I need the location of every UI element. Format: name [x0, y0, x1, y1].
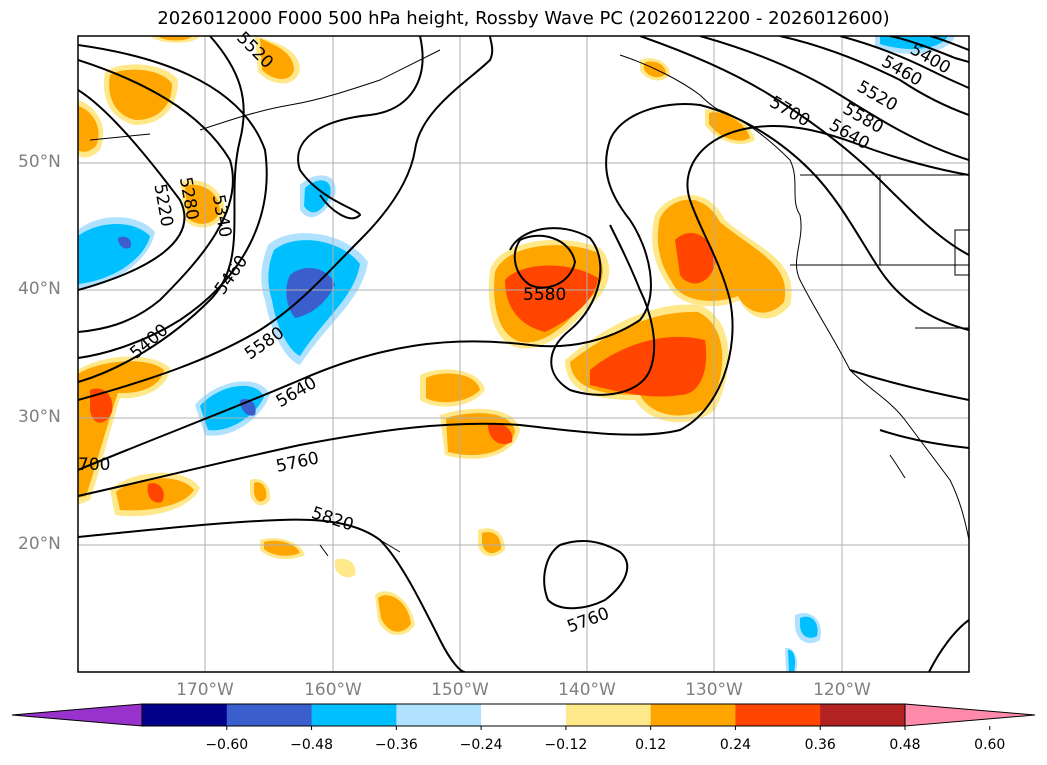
colorbar-tick-label: −0.60	[205, 737, 249, 753]
positive-anomaly-region	[78, 36, 792, 636]
colorbar-tick-label: 0.12	[635, 737, 667, 753]
lon-label-160w: 160°W	[304, 680, 362, 700]
colorbar-segment	[142, 704, 228, 726]
contour-label: 700	[78, 455, 110, 475]
lon-label-150w: 150°W	[431, 680, 489, 700]
map-frame	[77, 35, 970, 673]
lat-label-40n: 40°N	[18, 279, 61, 299]
colorbar-tick-label: 0.24	[719, 737, 752, 753]
colorbar-segment	[565, 704, 652, 726]
colorbar-segment	[820, 704, 906, 726]
colorbar-segment	[735, 704, 821, 726]
colorbar-tick-label: −0.36	[374, 737, 418, 753]
map-plot: 5520 5280 5220 5340 5460 5400 5580 5640 …	[77, 28, 970, 673]
colorbar-segment	[481, 704, 567, 726]
shaded-anomalies	[78, 36, 969, 672]
lat-label-50n: 50°N	[18, 152, 61, 172]
colorbar-extend-low	[11, 703, 143, 727]
colorbar-segments	[11, 703, 1036, 730]
map-gridlines	[78, 36, 969, 672]
colorbar-segment	[226, 704, 313, 726]
colorbar-segment	[311, 704, 397, 726]
lon-label-130w: 130°W	[685, 680, 743, 700]
colorbar-tick-label: −0.24	[459, 737, 503, 753]
colorbar-frame	[141, 703, 906, 727]
colorbar-extend-high	[904, 703, 1036, 727]
colorbar-tick-label: 0.48	[889, 737, 921, 753]
colorbar-tick-label: 0.60	[974, 737, 1006, 753]
contour-label: 5580	[523, 285, 566, 305]
map-background	[78, 36, 969, 672]
colorbar-tick-label: −0.12	[544, 737, 588, 753]
colorbar-segment	[396, 704, 482, 726]
colorbar-segment	[650, 704, 736, 726]
height-contours	[78, 36, 969, 672]
lon-label-120w: 120°W	[813, 680, 871, 700]
lon-label-140w: 140°W	[558, 680, 616, 700]
plot-title: 2026012000 F000 500 hPa height, Rossby W…	[157, 8, 890, 29]
colorbar-tick-label: −0.48	[290, 737, 333, 753]
colorbar-tick-label: 0.36	[804, 737, 836, 753]
lat-label-20n: 20°N	[18, 534, 61, 554]
lon-label-170w: 170°W	[176, 680, 234, 700]
lat-label-30n: 30°N	[18, 407, 61, 427]
